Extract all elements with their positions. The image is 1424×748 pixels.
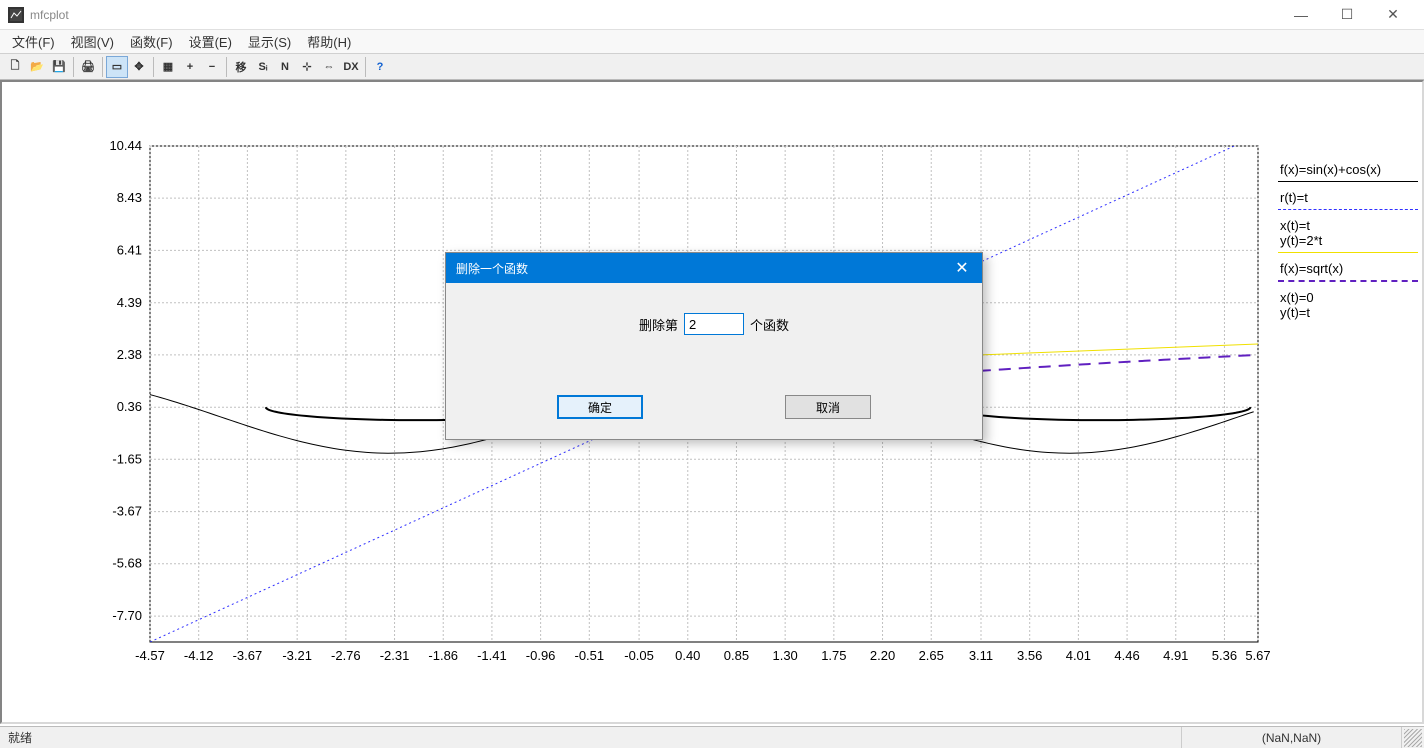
svg-text:1.30: 1.30 [772,648,797,663]
svg-text:-3.67: -3.67 [112,504,142,519]
tool-axes-button[interactable]: ⇔ [318,56,340,78]
menu-item-2[interactable]: 函数(F) [122,30,181,53]
dialog-close-button[interactable]: ✕ [942,253,982,283]
delete-index-input[interactable] [684,313,744,335]
maximize-button[interactable]: ☐ [1324,0,1370,30]
menu-item-3[interactable]: 设置(E) [181,30,240,53]
svg-text:0.40: 0.40 [675,648,700,663]
dialog-title-text: 删除一个函数 [456,260,528,277]
statusbar: 就绪 (NaN,NaN) [0,726,1424,748]
tool-new-button[interactable]: 🗋 [4,56,26,78]
svg-text:8.43: 8.43 [117,190,142,205]
dialog-label-suffix: 个函数 [750,315,789,334]
tool-open-button[interactable]: 📂 [26,56,48,78]
tool-shift-button[interactable]: 移 [230,56,252,78]
svg-text:-1.65: -1.65 [112,451,142,466]
menu-item-0[interactable]: 文件(F) [4,30,63,53]
window-title: mfcplot [30,8,1278,22]
svg-text:4.91: 4.91 [1163,648,1188,663]
svg-text:5.67: 5.67 [1245,648,1270,663]
tool-move-button[interactable]: ✥ [128,56,150,78]
svg-text:-4.12: -4.12 [184,648,214,663]
svg-text:2.65: 2.65 [919,648,944,663]
svg-text:0.36: 0.36 [117,399,142,414]
svg-text:5.36: 5.36 [1212,648,1237,663]
svg-text:3.11: 3.11 [969,648,993,663]
svg-text:0.85: 0.85 [724,648,749,663]
menu-item-1[interactable]: 视图(V) [63,30,122,53]
tool-help-button[interactable]: ? [369,56,391,78]
resize-grip-icon[interactable] [1404,729,1422,747]
svg-text:-0.51: -0.51 [574,648,604,663]
delete-function-dialog: 删除一个函数 ✕ 删除第 个函数 确定 取消 [445,252,983,440]
toolbar-separator [73,57,74,77]
svg-text:6.41: 6.41 [117,242,142,257]
svg-text:-1.86: -1.86 [428,648,458,663]
svg-text:-3.21: -3.21 [282,648,312,663]
svg-text:-2.76: -2.76 [331,648,361,663]
svg-text:4.39: 4.39 [117,295,142,310]
tool-si-button[interactable]: Sᵢ [252,56,274,78]
status-coords: (NaN,NaN) [1182,727,1402,748]
toolbar-separator [153,57,154,77]
legend-entry-4[interactable]: x(t)=0y(t)=t [1278,288,1418,322]
svg-text:-3.67: -3.67 [233,648,263,663]
svg-text:4.46: 4.46 [1114,648,1139,663]
menu-item-4[interactable]: 显示(S) [240,30,299,53]
close-button[interactable]: ✕ [1370,0,1416,30]
svg-text:2.20: 2.20 [870,648,895,663]
menubar: 文件(F)视图(V)函数(F)设置(E)显示(S)帮助(H) [0,30,1424,54]
minimize-button[interactable]: — [1278,0,1324,30]
menu-item-5[interactable]: 帮助(H) [299,30,359,53]
titlebar: mfcplot — ☐ ✕ [0,0,1424,30]
tool-print-button[interactable]: 🖨 [77,56,99,78]
tool-dx-button[interactable]: DX [340,56,362,78]
app-icon [8,7,24,23]
legend-line-3 [1278,280,1418,282]
dialog-label-prefix: 删除第 [639,315,678,334]
legend-entry-0[interactable]: f(x)=sin(x)+cos(x) [1278,160,1418,179]
svg-text:-0.96: -0.96 [526,648,556,663]
svg-text:-1.41: -1.41 [477,648,507,663]
legend: f(x)=sin(x)+cos(x) r(t)=t x(t)=ty(t)=2*t f(… [1278,160,1418,322]
svg-text:1.75: 1.75 [821,648,846,663]
svg-text:10.44: 10.44 [109,138,142,153]
dialog-titlebar[interactable]: 删除一个函数 ✕ [446,253,982,283]
svg-text:-2.31: -2.31 [380,648,410,663]
legend-line-1 [1278,209,1418,210]
svg-text:-0.05: -0.05 [624,648,654,663]
tool-n-button[interactable]: N [274,56,296,78]
toolbar-separator [226,57,227,77]
svg-text:2.38: 2.38 [117,347,142,362]
legend-entry-3[interactable]: f(x)=sqrt(x) [1278,259,1418,278]
toolbar-separator [102,57,103,77]
status-ready: 就绪 [0,727,1182,748]
tool-select-button[interactable]: ▭ [106,56,128,78]
toolbar-separator [365,57,366,77]
svg-text:4.01: 4.01 [1066,648,1091,663]
ok-button[interactable]: 确定 [557,395,643,419]
legend-entry-1[interactable]: r(t)=t [1278,188,1418,207]
tool-grid-button[interactable]: ▦ [157,56,179,78]
svg-text:3.56: 3.56 [1017,648,1042,663]
svg-text:-5.68: -5.68 [112,556,142,571]
legend-entry-2[interactable]: x(t)=ty(t)=2*t [1278,216,1418,250]
tool-crosshair-button[interactable]: ⊹ [296,56,318,78]
svg-text:-7.70: -7.70 [112,608,142,623]
legend-line-0 [1278,181,1418,182]
tool-plus-button[interactable]: + [179,56,201,78]
tool-save-button[interactable]: 💾 [48,56,70,78]
legend-line-2 [1278,252,1418,253]
toolbar: 🗋📂💾 🖨 ▭✥ ▦+−移SᵢN⊹⇔DX? [0,54,1424,80]
svg-text:-4.57: -4.57 [135,648,165,663]
cancel-button[interactable]: 取消 [785,395,871,419]
tool-minus-button[interactable]: − [201,56,223,78]
